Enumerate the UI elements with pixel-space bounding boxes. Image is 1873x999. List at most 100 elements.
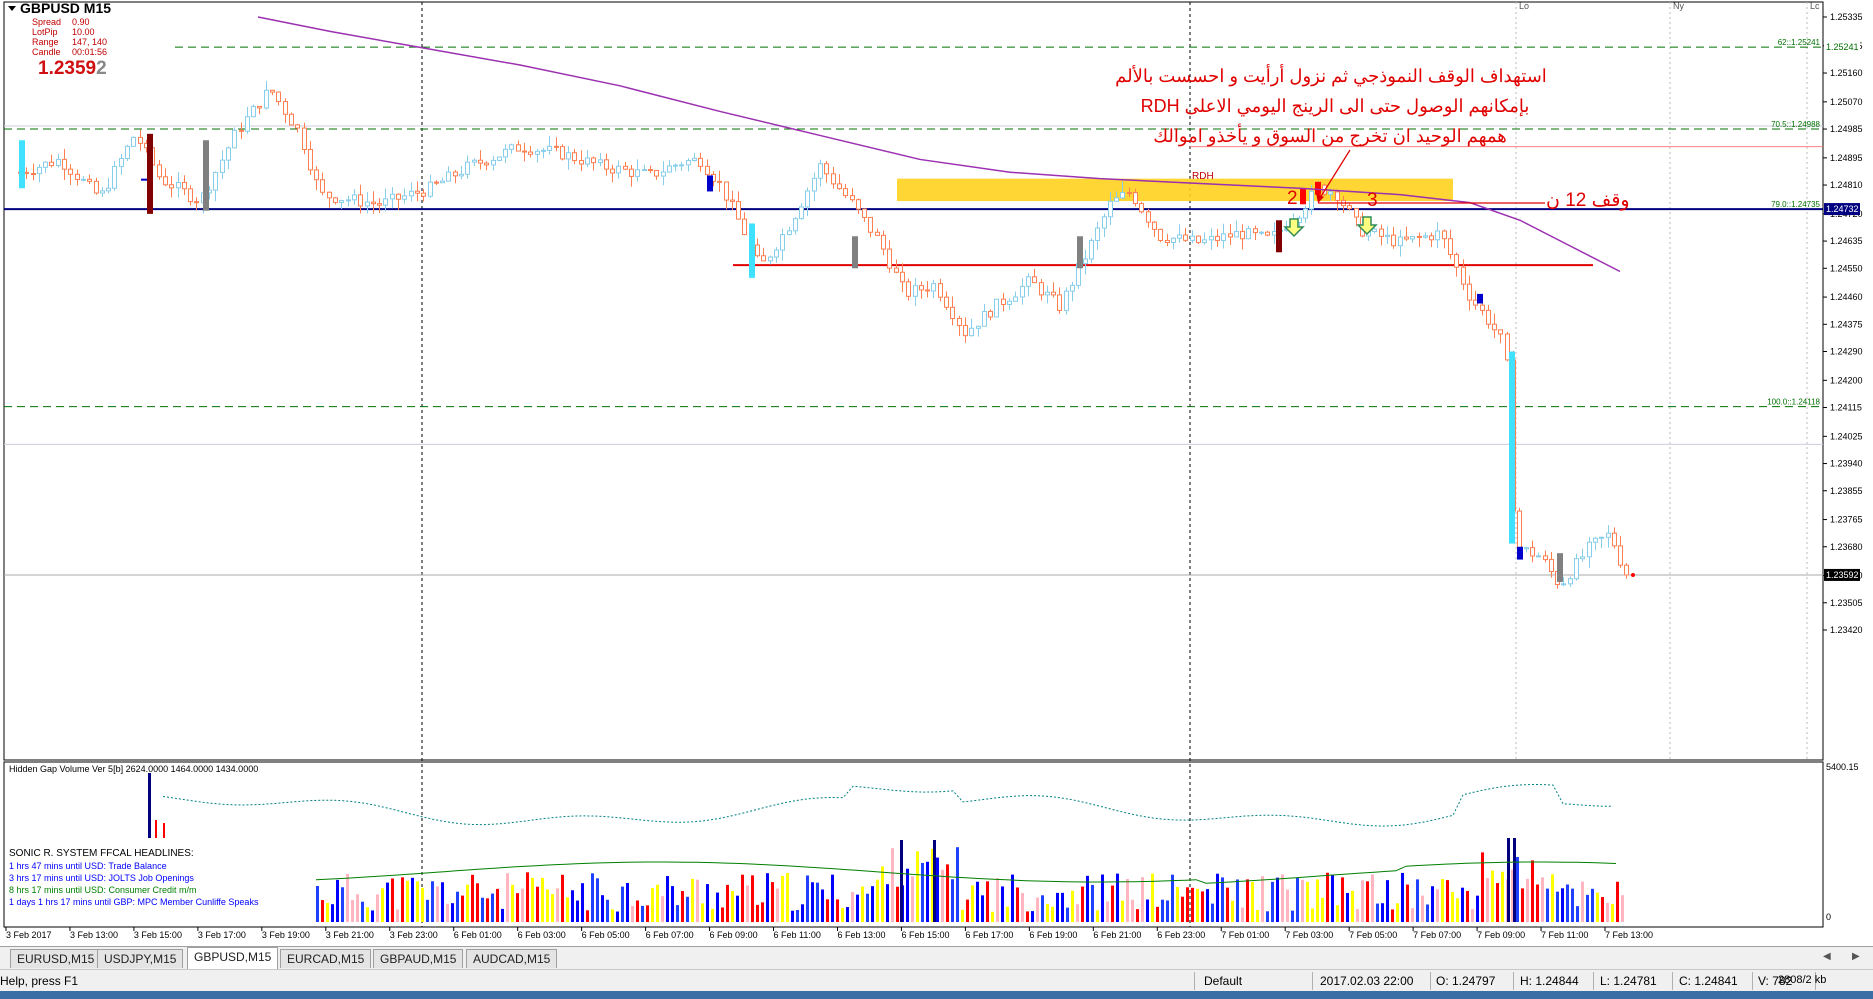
candle-body	[1083, 258, 1088, 265]
info-label-candle: Candle	[32, 47, 61, 57]
highlight-candle	[1517, 546, 1523, 560]
candle-body	[415, 190, 420, 194]
candle-body	[1379, 228, 1384, 237]
candle-body	[654, 169, 659, 177]
price-label: 1.24290	[1830, 347, 1863, 357]
highlight-candle	[1557, 553, 1563, 582]
volume-bar	[651, 888, 654, 922]
highlight-candle	[1300, 188, 1306, 205]
volume-bar	[966, 899, 969, 922]
candle-body	[1152, 221, 1157, 230]
info-label-lotpip: LotPip	[32, 27, 58, 37]
time-label: 6 Feb 21:00	[1093, 930, 1141, 940]
volume-bar	[331, 904, 334, 922]
volume-spike	[1507, 838, 1510, 922]
volume-bar	[971, 885, 974, 922]
candle-body	[125, 145, 130, 159]
status-help: Help, press F1	[0, 974, 79, 988]
volume-bar	[916, 851, 919, 922]
volume-bar	[406, 880, 409, 922]
volume-bar	[1026, 911, 1029, 922]
price-label: 1.25160	[1830, 68, 1863, 78]
candle-body	[459, 173, 464, 177]
time-label: 6 Feb 11:00	[774, 930, 821, 940]
candle-body	[1020, 285, 1025, 298]
annotation-arrow-line	[1319, 149, 1351, 199]
volume-bar	[851, 891, 854, 922]
status-low: L: 1.24781	[1600, 974, 1657, 988]
candle-body	[377, 203, 382, 206]
volume-bar	[1076, 904, 1079, 922]
candle-body	[1158, 228, 1163, 241]
time-label: 6 Feb 01:00	[454, 930, 502, 940]
candle-body	[503, 148, 508, 158]
candle-body	[812, 177, 817, 192]
volume-bar	[1341, 877, 1344, 922]
volume-bar	[521, 888, 524, 922]
candle-body	[1328, 191, 1333, 195]
candle-body	[484, 162, 489, 166]
volume-bar	[1386, 880, 1389, 922]
volume-bar	[476, 883, 479, 922]
volume-bar	[1156, 906, 1159, 922]
volume-bar	[1066, 907, 1069, 922]
candle-body	[1612, 532, 1617, 547]
tab-usdjpy[interactable]: USDJPY,M15	[97, 949, 184, 968]
volume-bar	[1261, 876, 1264, 922]
volume-bar	[576, 900, 579, 922]
volume-bar	[666, 876, 669, 922]
collapse-triangle-icon[interactable]	[8, 6, 16, 11]
volume-spike	[148, 773, 151, 838]
candle-body	[1587, 541, 1592, 558]
fib-label: 100.0::1.24118	[1767, 398, 1820, 407]
candle-body	[1064, 290, 1069, 311]
status-profile[interactable]: Default	[1204, 974, 1243, 988]
volume-bar	[566, 897, 569, 922]
tab-eurcad[interactable]: EURCAD,M15	[280, 949, 372, 968]
candle-body	[881, 234, 886, 250]
candle-body	[541, 149, 546, 152]
tab-gbpusd[interactable]: GBPUSD,M15	[187, 947, 279, 969]
candle-body	[163, 176, 168, 186]
candle-body	[661, 171, 666, 177]
price-chart[interactable]: 1.253351.252451.251601.250701.249851.248…	[0, 0, 1873, 946]
volume-bar	[631, 906, 634, 922]
volume-bar	[766, 873, 769, 922]
candle-body	[276, 91, 281, 103]
annotation-line-2: بإمكانهم الوصول حتى الى الرينج اليومي ال…	[1140, 96, 1530, 116]
candle-body	[736, 201, 741, 220]
scroll-left-icon[interactable]: ◀	[1823, 951, 1831, 962]
volume-bar	[386, 882, 389, 922]
candle-body	[717, 180, 722, 183]
volume-bar	[431, 881, 434, 922]
candle-body	[1146, 211, 1151, 223]
tab-eurusd[interactable]: EURUSD,M15	[10, 949, 102, 968]
candle-body	[1372, 228, 1377, 232]
volume-bar	[1246, 879, 1249, 922]
info-panel: Spread 0.90 LotPip 10.00 Range 147, 140 …	[32, 17, 122, 59]
time-label: 3 Feb 19:00	[262, 930, 310, 940]
candle-body	[944, 296, 949, 308]
candle-body	[1171, 237, 1176, 244]
candle-body	[805, 190, 810, 208]
candle-body	[24, 171, 29, 175]
candle-body	[1045, 291, 1050, 296]
volume-bar	[1356, 909, 1359, 922]
tab-audcad[interactable]: AUDCAD,M15	[466, 949, 558, 968]
volume-bar	[496, 888, 499, 922]
volume-bar	[1181, 896, 1184, 922]
volume-bar	[671, 886, 674, 922]
price-label: 1.24895	[1830, 153, 1863, 163]
candle-body	[251, 105, 256, 118]
candle-body	[1335, 191, 1340, 201]
volume-bar	[741, 874, 744, 922]
scroll-right-icon[interactable]: ▶	[1852, 951, 1860, 962]
tab-gbpaud[interactable]: GBPAUD,M15	[373, 949, 464, 968]
entry-arrow-2-icon	[1283, 218, 1305, 238]
volume-bar	[1121, 900, 1124, 922]
candle-body	[982, 310, 987, 327]
volume-bar	[1581, 881, 1584, 922]
candle-body	[522, 150, 527, 153]
volume-bar	[1436, 889, 1439, 922]
moving-average-line	[257, 16, 1621, 273]
